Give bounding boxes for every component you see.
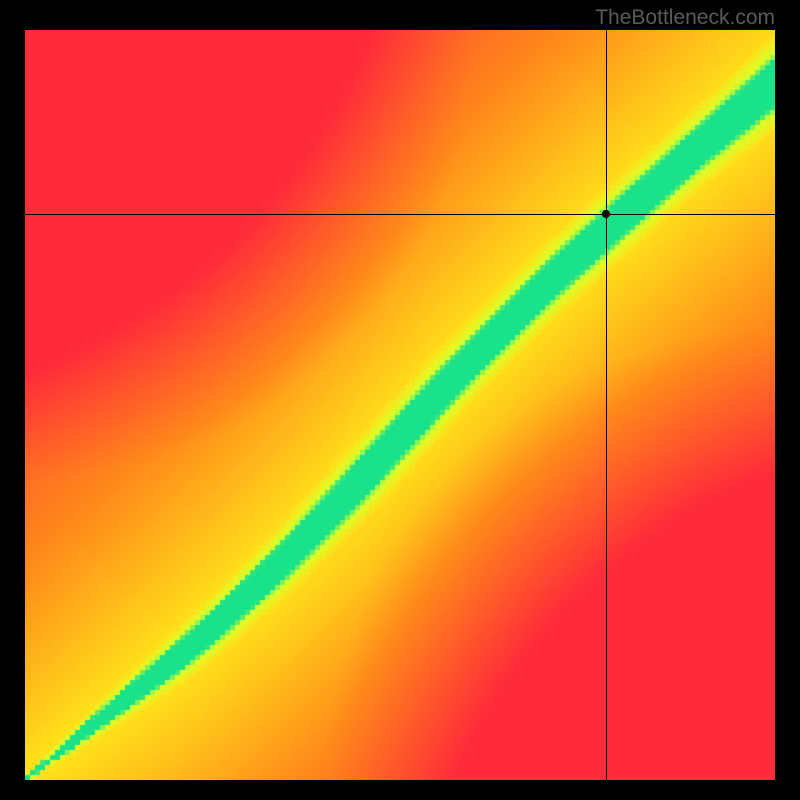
crosshair-vertical (606, 30, 607, 780)
plot-area (25, 30, 775, 780)
chart-container: TheBottleneck.com (0, 0, 800, 800)
watermark-text: TheBottleneck.com (595, 6, 775, 30)
crosshair-marker (602, 210, 610, 218)
crosshair-horizontal (25, 214, 775, 215)
bottleneck-heatmap (25, 30, 775, 780)
